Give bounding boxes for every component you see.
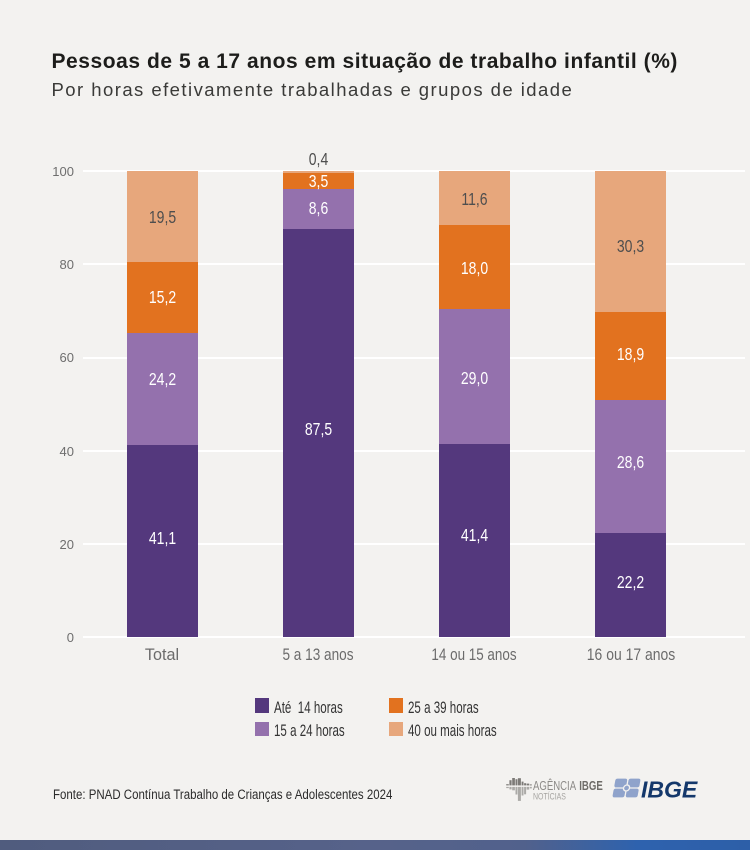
svg-text:AGÊNCIA: AGÊNCIA: [533, 779, 577, 794]
svg-text:IBGE: IBGE: [641, 777, 698, 801]
svg-text:NOTÍCIAS: NOTÍCIAS: [533, 790, 566, 801]
svg-text:IBGE: IBGE: [579, 780, 603, 793]
